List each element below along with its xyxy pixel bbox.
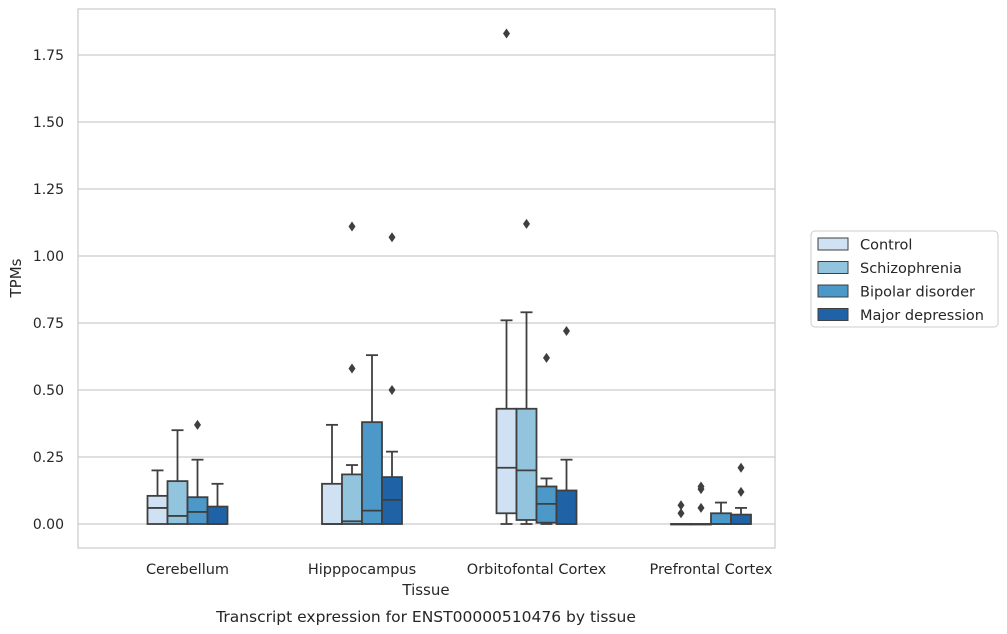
y-tick-labels: 0.00 0.25 0.50 0.75 1.00 1.25 1.50 1.75 xyxy=(33,48,64,533)
outlier-marker xyxy=(677,508,685,519)
outlier-marker xyxy=(523,218,530,229)
box-3-0 xyxy=(670,500,692,526)
outlier-marker xyxy=(348,221,356,232)
box-1-3 xyxy=(381,232,403,525)
x-tick-label: Hipppocampus xyxy=(308,562,416,578)
box-1-1 xyxy=(341,221,363,525)
outlier-marker xyxy=(348,363,356,374)
outlier-marker xyxy=(388,385,396,395)
legend-swatch xyxy=(817,261,849,274)
legend: Control Schizophrenia Bipolar disorder Majo… xyxy=(810,230,999,328)
y-tick-label: 0.00 xyxy=(33,517,64,533)
y-tick-label: 1.75 xyxy=(33,48,64,64)
legend-swatch xyxy=(817,237,849,251)
x-axis-label: Tissue xyxy=(401,581,449,599)
outlier-marker xyxy=(503,28,510,39)
grid-lines xyxy=(78,54,775,525)
outlier-marker xyxy=(563,326,570,337)
x-tick-label: Orbitofontal Cortex xyxy=(467,562,607,578)
y-tick-label: 1.50 xyxy=(33,115,64,131)
outlier-marker xyxy=(388,232,396,243)
y-tick-label: 0.50 xyxy=(33,383,64,399)
box-0-3 xyxy=(206,482,229,525)
box-body xyxy=(730,513,752,525)
box-body xyxy=(495,407,518,515)
x-tick-labels: Cerebellum Hipppocampus Orbitofontal Corte… xyxy=(146,562,773,578)
box-body xyxy=(710,512,732,525)
legend-label: Control xyxy=(860,238,912,254)
box-3-3 xyxy=(730,462,752,525)
box-1-2 xyxy=(361,354,383,525)
outlier-marker xyxy=(543,352,550,363)
legend-swatch xyxy=(817,308,849,321)
outlier-marker xyxy=(677,500,685,511)
outlier-marker xyxy=(194,419,201,430)
legend-frame xyxy=(810,230,999,328)
box-0-0 xyxy=(146,469,169,525)
plot-area xyxy=(78,9,775,548)
outlier-marker xyxy=(697,481,705,492)
box-body xyxy=(341,473,363,525)
box-body xyxy=(321,482,343,525)
outlier-marker xyxy=(737,486,745,497)
legend-label: Bipolar disorder xyxy=(860,285,975,301)
y-tick-label: 0.25 xyxy=(33,450,64,466)
y-tick-label: 1.25 xyxy=(33,182,64,198)
legend-label: Schizophrenia xyxy=(860,261,962,277)
box-2-3 xyxy=(555,326,578,525)
box-series xyxy=(146,28,752,526)
y-tick-label: 1.00 xyxy=(33,249,64,265)
legend-label: Major depression xyxy=(860,308,984,324)
y-axis-label: TPMs xyxy=(7,258,25,298)
box-2-2 xyxy=(535,352,558,525)
box-body xyxy=(186,496,209,525)
legend-swatch xyxy=(817,284,849,298)
box-body xyxy=(146,494,169,525)
box-body xyxy=(515,407,538,521)
box-body xyxy=(361,421,383,525)
box-body xyxy=(555,489,578,525)
box-2-1 xyxy=(515,218,538,525)
outlier-marker xyxy=(737,462,745,473)
x-tick-label: Cerebellum xyxy=(146,562,229,578)
box-body xyxy=(206,505,229,525)
outlier-marker xyxy=(697,502,705,513)
y-tick-label: 0.75 xyxy=(33,316,64,332)
x-tick-label: Prefrontal Cortex xyxy=(650,562,773,578)
box-2-0 xyxy=(495,28,518,525)
chart-caption: Transcript expression for ENST0000051047… xyxy=(215,608,636,626)
plot-frame xyxy=(77,8,776,549)
box-body xyxy=(166,480,189,525)
